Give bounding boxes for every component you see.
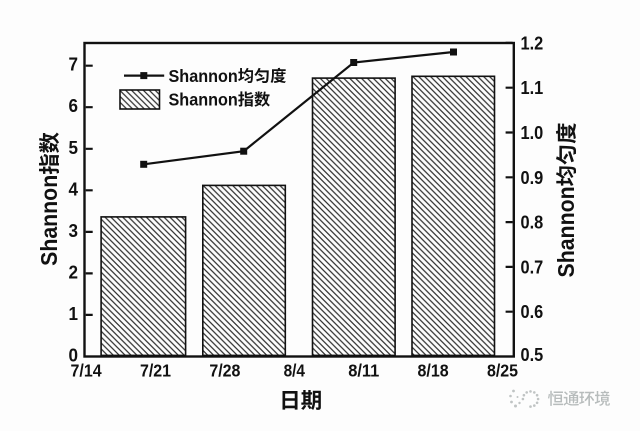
svg-text:6: 6 <box>69 96 79 116</box>
svg-text:8/18: 8/18 <box>418 361 450 381</box>
svg-text:Shannon: Shannon <box>169 66 238 86</box>
svg-text:Shannon: Shannon <box>169 90 238 110</box>
svg-text:1.2: 1.2 <box>521 33 544 53</box>
svg-text:0.7: 0.7 <box>521 257 544 277</box>
svg-text:Shannon: Shannon <box>553 186 579 277</box>
svg-text:1.1: 1.1 <box>521 78 544 98</box>
svg-text:4: 4 <box>69 179 79 199</box>
svg-text:Shannon: Shannon <box>36 175 62 266</box>
svg-text:8/4: 8/4 <box>284 361 306 381</box>
svg-text:1.0: 1.0 <box>521 123 544 143</box>
svg-text:7: 7 <box>69 55 79 75</box>
svg-text:1: 1 <box>69 304 79 324</box>
svg-text:2: 2 <box>69 262 79 282</box>
svg-text:8/11: 8/11 <box>348 361 380 381</box>
svg-text:5: 5 <box>69 138 79 158</box>
svg-text:8/25: 8/25 <box>487 361 519 381</box>
svg-text:7/14: 7/14 <box>71 361 103 381</box>
svg-text:3: 3 <box>69 221 79 241</box>
svg-text:0.8: 0.8 <box>521 213 544 233</box>
svg-text:7/21: 7/21 <box>140 361 172 381</box>
svg-text:0.5: 0.5 <box>521 345 544 365</box>
svg-text:0: 0 <box>69 346 79 366</box>
svg-text:0.9: 0.9 <box>521 168 544 188</box>
svg-text:7/28: 7/28 <box>209 361 241 381</box>
svg-text:0.6: 0.6 <box>521 302 544 322</box>
